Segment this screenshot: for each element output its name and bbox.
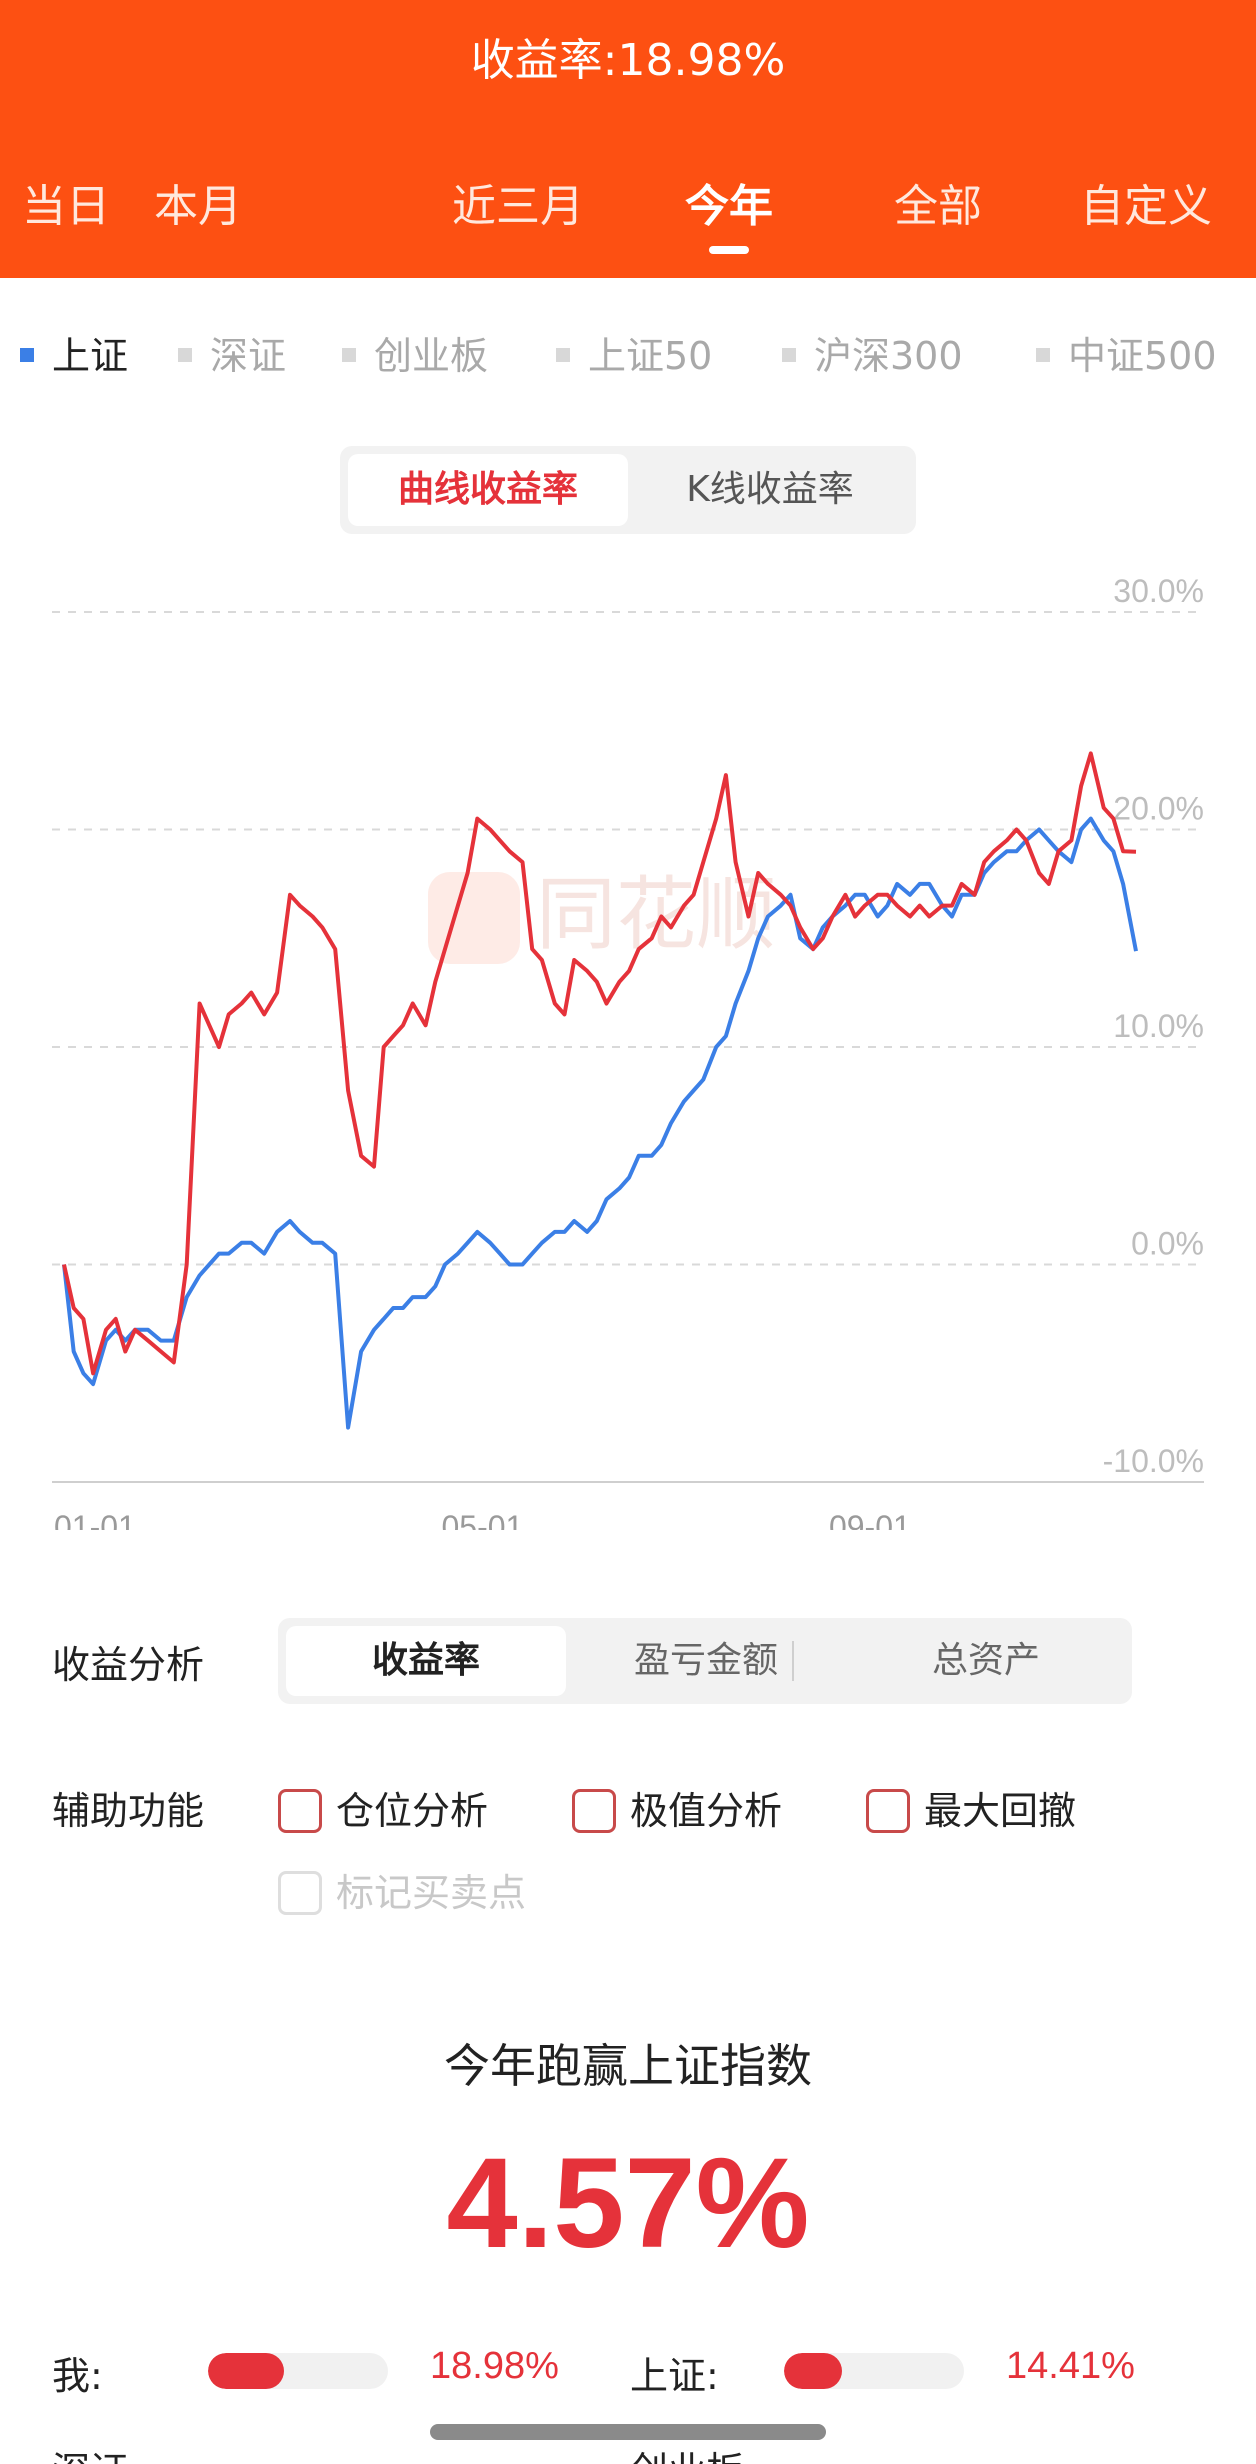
return-rate-title: 收益率:18.98% [470, 35, 786, 86]
extreme-analysis-checkbox[interactable]: 极值分析 [572, 1780, 782, 1836]
my-return-value: 18.98% [430, 2345, 559, 2387]
index-tab-hs300[interactable]: 沪深300 [782, 325, 963, 380]
index-tab-label: 沪深300 [814, 334, 963, 378]
profit-amount-option-button[interactable]: 盈亏金额 [633, 1640, 778, 1681]
sz-return-label: 深证 [52, 2440, 128, 2464]
legend-dot [1036, 347, 1050, 362]
y-tick-label: 0.0% [1131, 1226, 1204, 1262]
active-tab-indicator [709, 246, 749, 254]
aux-functions-row: 辅助功能 仓位分析 极值分析 最大回撤 标记买卖点 [52, 1780, 1202, 1915]
period-tabs: 当日 本月 近三月 今年 全部 自定义 [0, 170, 1256, 240]
tab-this-month[interactable]: 本月 [154, 181, 242, 232]
home-indicator[interactable] [430, 2424, 826, 2440]
index-tab-sh[interactable]: 上证 [20, 325, 128, 380]
analysis-label: 收益分析 [52, 1643, 205, 1687]
legend-dot [20, 347, 34, 362]
sh-return-bar [784, 2353, 964, 2389]
return-chart[interactable]: 同花顺 30.0% 20.0% 10.0% 0.0% -10.0% 01-01 05-01… [0, 540, 1256, 1530]
chart-mode-toggle: 曲线收益率 K线收益率 [340, 446, 916, 534]
chart-lines [62, 751, 1138, 1430]
beat-index-title: 今年跑赢上证指数 [444, 2039, 812, 2093]
index-tab-label: 中证500 [1068, 334, 1217, 378]
mark-trades-checkbox: 标记买卖点 [278, 1862, 526, 1918]
legend-dot [342, 347, 356, 362]
index-tabs: 上证 深证 创业板 上证50 沪深300 中证500 [0, 325, 1256, 381]
compare-row: 我: 18.98% 上证: 14.41% [52, 2345, 1202, 2405]
y-tick-label: -10.0% [1103, 1443, 1204, 1479]
legend-dot [556, 347, 570, 362]
tab-three-months[interactable]: 近三月 [452, 181, 584, 232]
sh-return-label: 上证: [630, 2354, 719, 2398]
header-bar: 收益率:18.98% 当日 本月 近三月 今年 全部 自定义 [0, 0, 1256, 278]
y-tick-label: 10.0% [1113, 1008, 1204, 1044]
my-return-label: 我: [52, 2354, 103, 2398]
my-return-bar [208, 2353, 388, 2389]
max-drawdown-checkbox[interactable]: 最大回撤 [866, 1780, 1076, 1836]
chart-grid [52, 611, 1204, 1483]
legend-dot [782, 347, 796, 362]
segment-divider [792, 1641, 794, 1681]
position-analysis-checkbox[interactable]: 仓位分析 [278, 1780, 488, 1836]
index-tab-zz500[interactable]: 中证500 [1036, 325, 1217, 380]
index-tab-label: 创业板 [374, 334, 489, 378]
index-return-line [62, 816, 1138, 1430]
my-return-bar-fill [208, 2353, 284, 2389]
y-tick-label: 30.0% [1113, 573, 1204, 609]
tab-all[interactable]: 全部 [894, 181, 982, 232]
watermark-logo-icon [428, 872, 520, 964]
checkbox-icon [278, 1870, 322, 1915]
checkbox-label: 仓位分析 [336, 1789, 489, 1833]
watermark: 同花顺 [428, 868, 776, 964]
index-tab-label: 上证50 [588, 334, 713, 378]
index-tab-gem[interactable]: 创业板 [342, 325, 488, 380]
y-tick-label: 20.0% [1113, 791, 1204, 827]
checkbox-icon [278, 1788, 322, 1833]
sh-return-value: 14.41% [1006, 2345, 1135, 2387]
index-tab-label: 深证 [210, 334, 287, 378]
tab-custom[interactable]: 自定义 [1080, 181, 1212, 232]
x-tick-label: 09-01 [829, 1509, 911, 1530]
x-tick-label: 05-01 [441, 1509, 523, 1530]
tab-this-year[interactable]: 今年 [685, 181, 773, 232]
rate-option-button[interactable]: 收益率 [286, 1626, 566, 1696]
tab-today[interactable]: 当日 [22, 181, 110, 232]
index-tab-sz50[interactable]: 上证50 [556, 325, 712, 380]
y-axis: 30.0% 20.0% 10.0% 0.0% -10.0% [1103, 573, 1204, 1479]
kline-return-button[interactable]: K线收益率 [686, 469, 854, 510]
sh-return-bar-fill [784, 2353, 842, 2389]
compare-row-partial: 深证 创业板 [52, 2440, 1202, 2464]
return-analysis-row: 收益分析 收益率 盈亏金额 总资产 [52, 1618, 1202, 1708]
beat-index-value: 4.57% [446, 2132, 810, 2275]
analysis-segmented-control: 收益率 盈亏金额 总资产 [278, 1618, 1132, 1704]
gem-return-label: 创业板 [630, 2440, 744, 2464]
aux-label: 辅助功能 [52, 1789, 205, 1833]
my-return-line [62, 751, 1137, 1376]
checkbox-label: 极值分析 [630, 1789, 783, 1833]
legend-dot [178, 347, 192, 362]
checkbox-icon [866, 1788, 910, 1833]
x-tick-label: 01-01 [54, 1509, 136, 1530]
curve-return-button[interactable]: 曲线收益率 [348, 454, 628, 526]
total-assets-option-button[interactable]: 总资产 [931, 1640, 1040, 1681]
index-tab-label: 上证 [52, 334, 129, 378]
checkbox-icon [572, 1788, 616, 1833]
checkbox-label: 最大回撤 [924, 1789, 1077, 1833]
checkbox-label: 标记买卖点 [336, 1871, 527, 1915]
x-axis: 01-01 05-01 09-01 [54, 1509, 911, 1530]
index-tab-sz[interactable]: 深证 [178, 325, 286, 380]
watermark-text: 同花顺 [536, 868, 776, 961]
